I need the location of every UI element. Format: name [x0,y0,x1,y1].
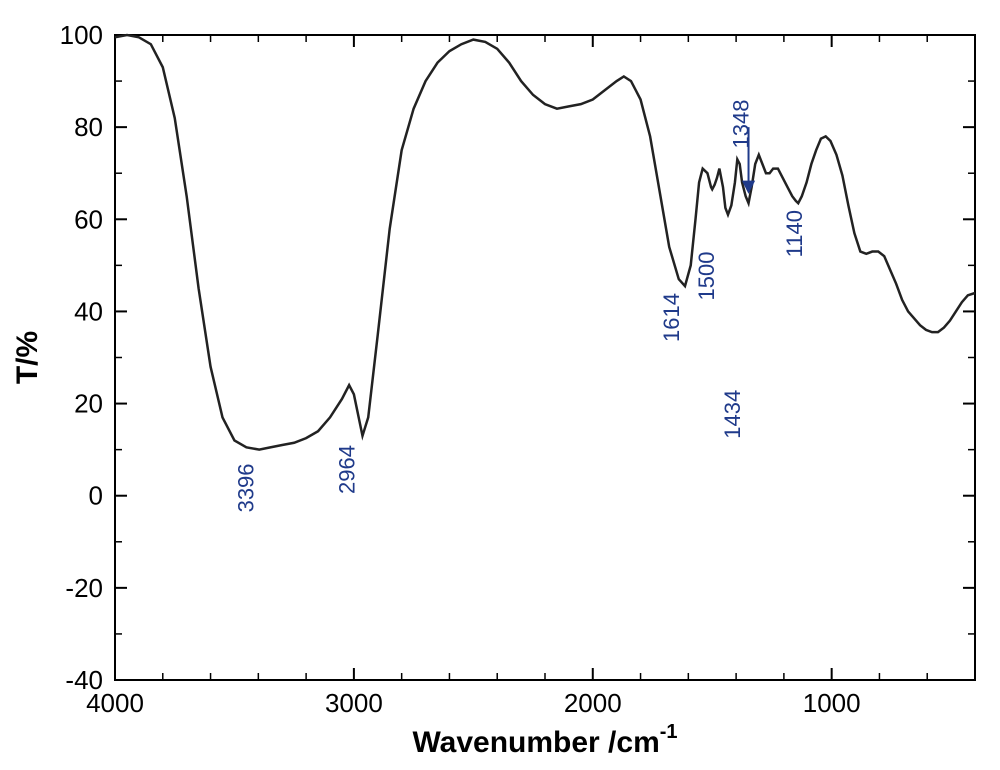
x-tick-label: 3000 [325,688,383,718]
x-axis-title: Wavenumber /cm-1 [412,721,677,759]
y-tick-label: -40 [65,665,103,695]
peak-label: 1348 [729,100,754,149]
y-tick-label: 60 [74,204,103,234]
y-tick-label: 20 [74,389,103,419]
peak-label: 2964 [334,445,359,494]
peak-label: 3396 [233,463,258,512]
y-tick-label: -20 [65,573,103,603]
peak-label: 1140 [782,210,807,257]
plot-frame [115,35,975,680]
spectrum-line [115,35,975,450]
chart-svg: 4000300020001000-40-20020406080100Wavenu… [0,0,1000,770]
x-tick-label: 2000 [564,688,622,718]
y-tick-label: 100 [60,20,103,50]
y-tick-label: 0 [89,481,103,511]
y-tick-label: 40 [74,296,103,326]
peak-label: 1500 [694,252,719,301]
x-tick-label: 1000 [803,688,861,718]
y-axis-title: T/% [11,331,44,384]
y-tick-label: 80 [74,112,103,142]
peak-label: 1434 [720,390,745,439]
ir-spectrum-chart: 4000300020001000-40-20020406080100Wavenu… [0,0,1000,770]
peak-label: 1614 [659,293,684,342]
